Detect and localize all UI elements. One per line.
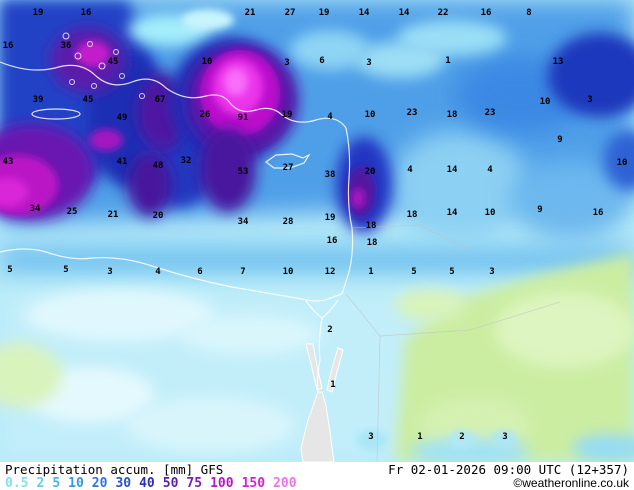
map-area: 19 16 21 27 19 14 14 22 16 8 16 36 45 10 3 6 3 1 13 39 45 67 1… [0,0,634,462]
forecast-datetime: Fr 02-01-2026 09:00 UTC (12+357) [388,461,629,477]
legend-value: 20 [91,475,108,490]
legend-value: 200 [273,475,297,490]
footer-legend-row: 0.5 2 5 10 20 30 40 50 75 100 150 200 ©weatheronlin… [0,476,634,490]
legend-value: 50 [162,475,179,490]
legend-scale: 0.5 2 5 10 20 30 40 50 75 100 150 200 [5,476,297,490]
footer-bar: Precipitation accum. [mm] GFS Fr 02-01-2… [0,462,634,490]
legend-value: 5 [52,475,61,490]
legend-value: 30 [115,475,132,490]
islands [62,32,145,99]
legend-value: 150 [241,475,266,490]
footer-title-row: Precipitation accum. [mm] GFS Fr 02-01-2… [0,461,634,477]
precipitation-field [0,0,634,462]
country-borders [345,224,561,462]
legend-value: 2 [36,475,45,490]
coastlines [0,61,354,393]
crete-outline [31,108,81,120]
legend-value: 10 [68,475,84,490]
legend-value: 100 [210,475,234,490]
legend-value: 40 [139,475,155,490]
legend-value: 75 [186,475,203,490]
product-title: Precipitation accum. [mm] GFS [5,461,224,477]
legend-value: 0.5 [5,475,29,490]
cyprus-outline [264,153,311,169]
precip-shading [0,0,634,462]
copyright-text: ©weatheronline.co.uk [513,476,629,490]
